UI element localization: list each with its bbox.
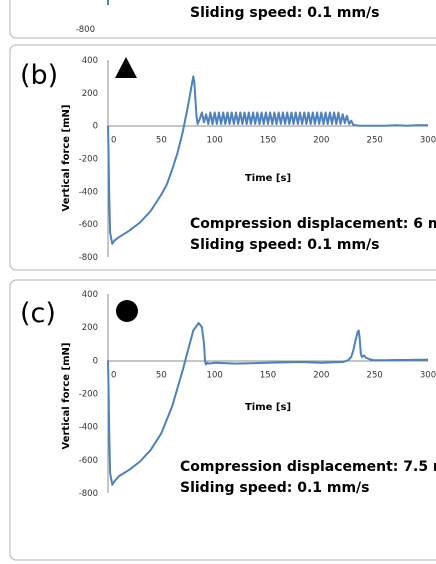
panel-b-x-ticks: 0 50 100 150 200 250 300	[111, 136, 436, 146]
triangle-icon	[115, 57, 137, 78]
top-panel-border	[9, 0, 436, 39]
x-tick-label: 50	[156, 136, 167, 146]
x-tick-label: 150	[260, 136, 276, 146]
panel-b-label: (b)	[20, 60, 58, 91]
y-tick-label: -400	[79, 423, 98, 433]
panel-c-border	[9, 279, 436, 561]
y-tick-label: -600	[79, 456, 98, 466]
y-tick-label: -200	[79, 390, 98, 400]
y-tick-label: -800	[79, 253, 98, 263]
y-tick-label: 400	[82, 56, 98, 66]
x-tick-label: 50	[156, 370, 167, 380]
x-tick-label: 0	[111, 370, 116, 380]
panel-b-y-label: Vertical force [mN]	[61, 105, 72, 212]
top-partial-panel: -800 Sliding speed: 0.1 mm/s	[9, 0, 436, 39]
y-tick-label: 400	[82, 290, 98, 300]
top-panel-note: Sliding speed: 0.1 mm/s	[190, 5, 380, 21]
y-tick-label: 200	[82, 89, 98, 99]
y-tick-label: -400	[79, 187, 98, 197]
x-tick-label: 100	[207, 370, 223, 380]
top-panel-y-tick: -800	[76, 25, 95, 35]
panel-c-series-line	[107, 322, 428, 486]
panel-b-note-line1: Compression displacement: 6 mm	[190, 216, 436, 232]
x-tick-label: 250	[367, 136, 383, 146]
x-tick-label: 300	[420, 370, 436, 380]
y-tick-label: -600	[79, 220, 98, 230]
panel-b-x-label: Time [s]	[245, 173, 291, 184]
y-tick-label: -800	[79, 489, 98, 499]
x-tick-label: 200	[313, 136, 329, 146]
y-tick-label: 200	[82, 323, 98, 333]
panel-b-series-line	[107, 75, 428, 245]
panel-c-y-ticks: 400 200 0 -200 -400 -600 -800	[79, 290, 98, 499]
panel-c-note-line1: Compression displacement: 7.5 mm	[180, 459, 436, 475]
panel-c-x-label: Time [s]	[245, 402, 291, 413]
panel-c-note-line2: Sliding speed: 0.1 mm/s	[180, 480, 370, 496]
y-tick-label: 0	[93, 122, 98, 132]
panel-c: (c) 400 200 0 -200 -400 -600 -800 0 50 100 150 200…	[9, 279, 436, 561]
x-tick-label: 150	[260, 370, 276, 380]
panel-b-y-ticks: 400 200 0 -200 -400 -600 -800	[79, 56, 98, 263]
x-tick-label: 100	[207, 136, 223, 146]
x-tick-label: 300	[420, 136, 436, 146]
x-tick-label: 200	[313, 370, 329, 380]
y-tick-label: 0	[93, 356, 98, 366]
panel-b-border	[9, 44, 436, 271]
panel-b: (b) 400 200 0 -200 -400 -600 -800 0 50 100 150 200…	[9, 44, 436, 271]
x-tick-label: 0	[111, 136, 116, 146]
y-tick-label: -200	[79, 155, 98, 165]
panel-b-note-line2: Sliding speed: 0.1 mm/s	[190, 237, 380, 253]
panel-c-x-ticks: 0 50 100 150 200 250 300	[111, 370, 436, 380]
panel-c-label: (c)	[20, 298, 56, 329]
circle-icon	[116, 300, 138, 322]
panel-c-y-label: Vertical force [mN]	[61, 343, 72, 450]
x-tick-label: 250	[367, 370, 383, 380]
